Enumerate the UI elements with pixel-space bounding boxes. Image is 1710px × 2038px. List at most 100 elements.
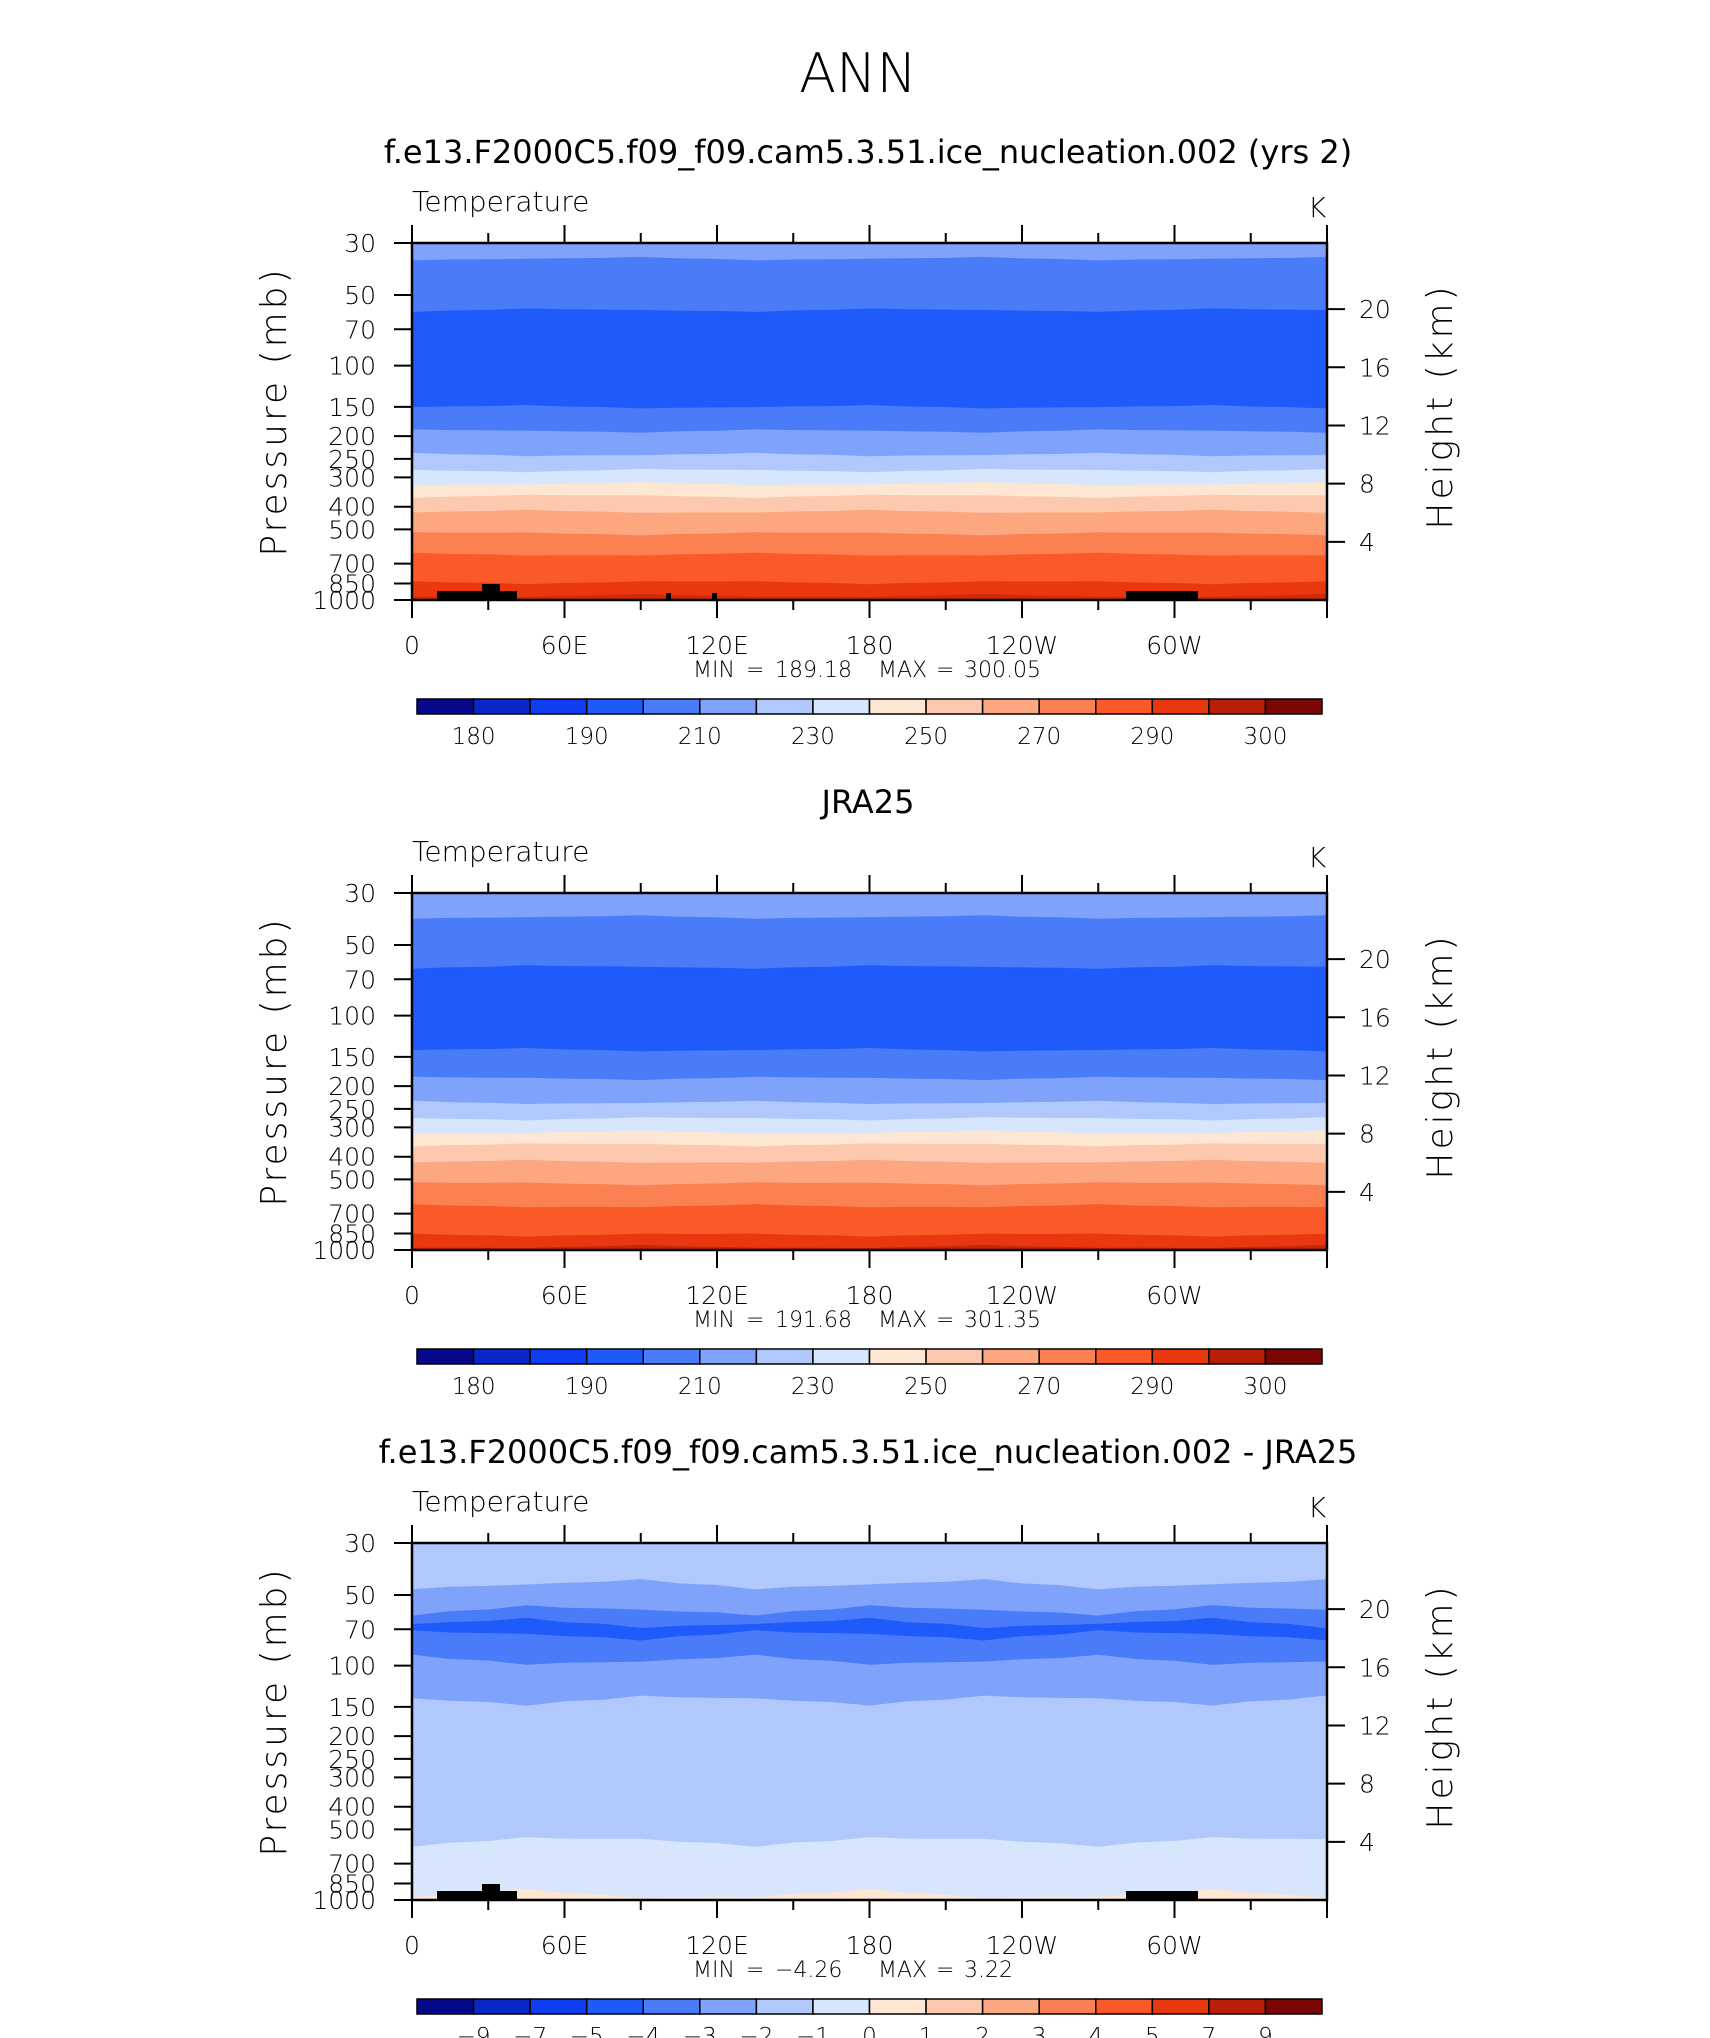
y-tick-label: 150 <box>328 393 376 422</box>
colorbar-label: −5 <box>570 2024 604 2038</box>
y-tick-label: 500 <box>328 515 376 544</box>
colorbar-swatch <box>812 1998 871 2015</box>
y-tick-label: 850 <box>328 1869 376 1898</box>
topography <box>437 1884 1198 1900</box>
y-axis-label: Pressure (mb) <box>254 1566 295 1856</box>
y2-tick-label: 8 <box>1359 470 1375 499</box>
y-tick-label: 300 <box>328 1113 376 1142</box>
x-tick-label: 180 <box>846 1931 894 1960</box>
colorbar-label: −2 <box>739 2024 773 2038</box>
colorbar-label: 190 <box>565 724 609 750</box>
min-label: MIN <box>693 658 735 683</box>
colorbar-swatch <box>1095 698 1154 715</box>
panel-title: JRA25 <box>820 783 915 821</box>
colorbar-swatch <box>981 698 1040 715</box>
y-tick-label: 1000 <box>312 1886 376 1915</box>
min-max-readout: MIN = 189.18 MAX = 300.05 <box>693 658 1041 683</box>
colorbar-swatch <box>925 698 984 715</box>
x-tick-label: 60E <box>541 631 589 660</box>
contour-band <box>412 1244 1327 1250</box>
y2-tick-label: 16 <box>1359 1003 1391 1032</box>
x-tick-label: 60E <box>541 1931 589 1960</box>
max-equals: = <box>936 1308 954 1333</box>
y-tick-label: 50 <box>344 931 376 960</box>
figure-title: ANN <box>799 42 917 105</box>
colorbar-swatch <box>1151 698 1210 715</box>
y-tick-label: 700 <box>328 1850 376 1879</box>
variable-label: Temperature <box>412 1485 589 1518</box>
colorbar-label: 270 <box>1017 724 1061 750</box>
y-tick-label: 200 <box>328 1722 376 1751</box>
colorbar-swatch <box>472 1348 531 1365</box>
x-tick-label: 60W <box>1146 1931 1203 1960</box>
y-tick-label: 70 <box>344 965 376 994</box>
contour-bands <box>412 1543 1327 1900</box>
min-equals: = <box>746 1958 764 1983</box>
x-tick-label: 120W <box>986 1281 1058 1310</box>
y2-axis: 20 16 12 8 4 Height (km) <box>1327 283 1461 557</box>
colorbar-swatch <box>1151 1348 1210 1365</box>
y-tick-label: 100 <box>328 352 376 381</box>
colorbar-swatch <box>472 698 531 715</box>
y-tick-label: 100 <box>328 1652 376 1681</box>
x-tick-label: 180 <box>846 631 894 660</box>
variable-label: Temperature <box>412 185 589 218</box>
x-tick-label: 120E <box>685 631 749 660</box>
y2-tick-label: 12 <box>1359 1711 1391 1740</box>
colorbar-label: −4 <box>626 2024 660 2038</box>
topography-block <box>482 1884 500 1900</box>
topography-block <box>1126 591 1198 600</box>
y-tick-label: 30 <box>344 1529 376 1558</box>
colorbar-label: 300 <box>1243 1374 1287 1400</box>
max-label: MAX <box>878 1308 927 1333</box>
colorbar-label: −9 <box>457 2024 491 2038</box>
x-tick-label: 0 <box>404 631 420 660</box>
colorbar-swatch <box>585 1998 644 2015</box>
colorbar-label: 2 <box>975 2024 990 2038</box>
min-equals: = <box>746 658 764 683</box>
colorbar-label: 7 <box>1202 2024 1217 2038</box>
colorbar-swatch <box>981 1998 1040 2015</box>
contour-band <box>412 1888 1327 1900</box>
min-max-readout: MIN = 191.68 MAX = 301.35 <box>693 1308 1041 1333</box>
colorbar-label: 250 <box>904 724 948 750</box>
y-tick-label: 200 <box>328 422 376 451</box>
y-tick-label: 50 <box>344 1581 376 1610</box>
x-tick-label: 120W <box>986 1931 1058 1960</box>
min-equals: = <box>746 1308 764 1333</box>
colorbar-swatch <box>1208 1998 1267 2015</box>
colorbar-swatch <box>812 698 871 715</box>
min-value: −4.26 <box>775 1958 842 1983</box>
colorbar-swatch <box>585 698 644 715</box>
colorbar-swatch <box>1038 698 1097 715</box>
x-tick-label: 0 <box>404 1931 420 1960</box>
y-tick-label: 100 <box>328 1002 376 1031</box>
y2-tick-label: 20 <box>1359 945 1391 974</box>
x-tick-label: 60W <box>1146 1281 1203 1310</box>
y2-tick-label: 16 <box>1359 353 1391 382</box>
colorbar-label: 290 <box>1130 724 1174 750</box>
y-tick-label: 250 <box>328 1745 376 1774</box>
colorbar-swatch <box>1038 1998 1097 2015</box>
y-axis-label: Pressure (mb) <box>254 266 295 556</box>
y-tick-label: 300 <box>328 1763 376 1792</box>
colorbar-label: 180 <box>452 724 496 750</box>
y-tick-label: 700 <box>328 1200 376 1229</box>
colorbar-swatch <box>585 1348 644 1365</box>
colorbar-swatch <box>868 1998 927 2015</box>
colorbar-label: 300 <box>1243 724 1287 750</box>
colorbar-swatch <box>416 1998 475 2015</box>
colorbar-swatch <box>1038 1348 1097 1365</box>
colorbar-swatch <box>1208 1348 1267 1365</box>
topography-block <box>437 1891 517 1900</box>
colorbar-label: 4 <box>1088 2024 1103 2038</box>
y-tick-label: 850 <box>328 1219 376 1248</box>
colorbar-swatch <box>699 698 758 715</box>
contour-band <box>412 593 1327 600</box>
max-equals: = <box>936 1958 954 1983</box>
min-max-readout: MIN = −4.26 MAX = 3.22 <box>693 1958 1013 1983</box>
y2-axis-label: Height (km) <box>1420 933 1461 1179</box>
colorbar-label: 1 <box>919 2024 934 2038</box>
colorbar-swatch <box>981 1348 1040 1365</box>
